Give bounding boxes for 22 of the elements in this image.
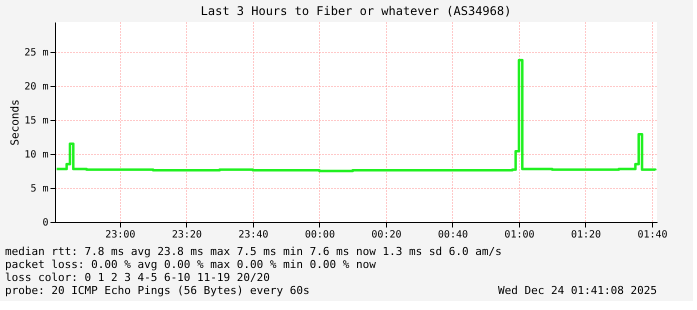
- text: median rtt: 7.8 ms avg 23.8 ms max 7.5 ms min 7.6 ms now 1.3 ms sd 6.0 am/s: [5, 245, 502, 258]
- y-tick-label: 10 m: [24, 149, 48, 160]
- x-tick-label: 01:40: [637, 230, 668, 240]
- x-tick-label: 01:20: [570, 230, 602, 240]
- y-tick-label: 20 m: [24, 81, 48, 92]
- x-tick-label: 00:20: [371, 230, 402, 240]
- text: Wed Dec 24 01:41:08 2025: [498, 284, 657, 297]
- x-tick-label: 01:00: [504, 230, 535, 240]
- chart-title: Last 3 Hours to Fiber or whatever (AS34968): [200, 4, 512, 18]
- text: packet loss: 0.00 % avg 0.00 % max 0.00 % min 0.00 % now: [5, 258, 376, 271]
- x-tick-label: 00:00: [304, 230, 335, 240]
- text: probe: 20 ICMP Echo Pings (56 Bytes) every 60s: [5, 284, 310, 297]
- y-tick-label: 15 m: [24, 115, 48, 126]
- x-tick-label: 23:40: [238, 230, 268, 240]
- x-tick-label: 23:00: [105, 230, 136, 240]
- y-tick-label: 25 m: [24, 47, 48, 58]
- y-axis-title: Seconds: [8, 99, 22, 146]
- x-tick-label: 23:20: [172, 230, 202, 240]
- y-tick-label: 0: [42, 218, 48, 228]
- y-tick-label: 5 m: [30, 183, 48, 194]
- text: loss color: 0 1 2 3 4-5 6-10 11-19 20/20: [5, 271, 270, 284]
- x-tick-label: 00:40: [438, 230, 468, 240]
